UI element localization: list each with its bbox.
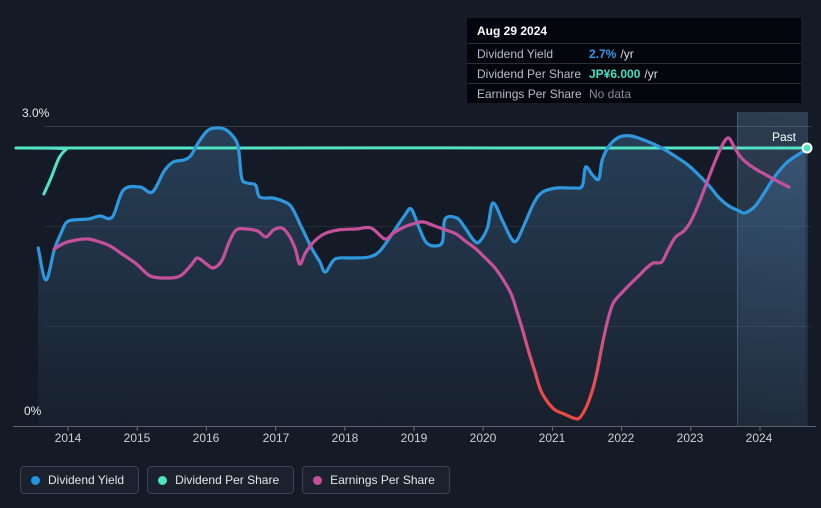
dividend-per-share-end-marker[interactable] [801, 142, 813, 154]
x-tick-2021: 2021 [538, 431, 566, 445]
y-axis-label-top: 3.0% [22, 106, 50, 120]
legend-label: Dividend Yield [48, 473, 125, 487]
tooltip-label: Dividend Per Share [477, 66, 582, 81]
legend-label: Earnings Per Share [330, 473, 435, 487]
chart-legend: Dividend Yield Dividend Per Share Earnin… [20, 466, 450, 494]
tooltip-row-dividend-yield: Dividend Yield 2.7% /yr [467, 43, 801, 63]
x-tick-2015: 2015 [123, 431, 151, 445]
dividend-per-share-line [14, 146, 808, 196]
dividend-yield-area [38, 127, 806, 427]
y-axis-label-bottom: 0% [24, 404, 42, 418]
x-tick-2024: 2024 [745, 431, 773, 445]
tooltip-date: Aug 29 2024 [477, 24, 548, 38]
tooltip-label: Dividend Yield [477, 46, 554, 61]
legend-label: Dividend Per Share [175, 473, 280, 487]
tooltip-value-earnings-per-share: No data [589, 86, 632, 101]
dividend-yield-line [36, 126, 808, 282]
tooltip-row-dividend-per-share: Dividend Per Share JP¥6.000 /yr [467, 63, 801, 83]
tooltip-unit: /yr [644, 66, 658, 81]
dividend-yield-dot-icon [31, 475, 40, 485]
tooltip-value-dividend-yield: 2.7% [589, 46, 617, 61]
chart-tooltip: Aug 29 2024 Dividend Yield 2.7% /yr Divi… [466, 17, 802, 104]
dividend-per-share-dot-icon [158, 475, 168, 485]
legend-item-earnings-per-share[interactable]: Earnings Per Share [302, 466, 450, 494]
tooltip-label: Earnings Per Share [477, 86, 582, 101]
x-tick-2017: 2017 [262, 431, 290, 445]
tooltip-value-dividend-per-share: JP¥6.000 [589, 66, 641, 81]
legend-item-dividend-yield[interactable]: Dividend Yield [20, 466, 140, 494]
x-axis-ticks [67, 427, 761, 431]
x-tick-2023: 2023 [676, 431, 704, 445]
past-label: Past [772, 130, 797, 144]
tooltip-row-earnings-per-share: Earnings Per Share No data [467, 83, 801, 103]
x-tick-2014: 2014 [54, 431, 82, 445]
tooltip-unit: /yr [620, 46, 634, 61]
x-tick-2019: 2019 [400, 431, 428, 445]
earnings-per-share-dot-icon [313, 475, 323, 485]
x-tick-2016: 2016 [192, 431, 220, 445]
legend-item-dividend-per-share[interactable]: Dividend Per Share [147, 466, 295, 494]
x-tick-2020: 2020 [469, 431, 497, 445]
earnings-per-share-line [52, 136, 791, 421]
x-tick-2022: 2022 [607, 431, 635, 445]
x-tick-2018: 2018 [331, 431, 359, 445]
